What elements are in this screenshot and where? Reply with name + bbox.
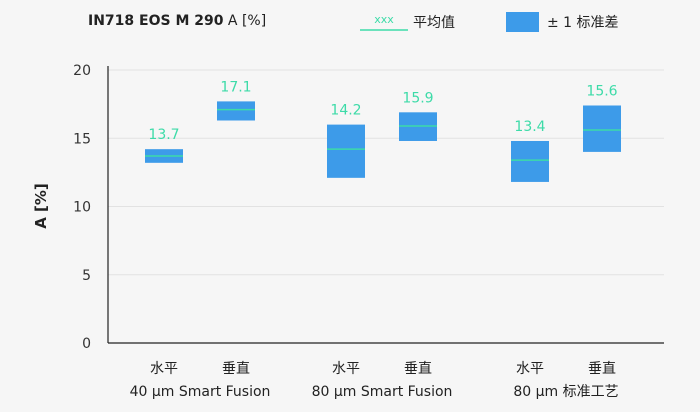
mean-value-label: 15.9 xyxy=(402,90,433,106)
x-category-label: 水平 xyxy=(516,361,544,377)
legend-sd-swatch xyxy=(506,12,539,32)
x-category-label: 垂直 xyxy=(588,360,616,377)
chart-title-bold: IN718 EOS M 290 xyxy=(88,13,224,29)
y-tick-label: 15 xyxy=(73,131,91,147)
x-category-label: 垂直 xyxy=(222,360,250,377)
x-category-label: 水平 xyxy=(150,361,178,377)
x-group-label: 40 µm Smart Fusion xyxy=(130,384,271,400)
legend-sd-label: ± 1 标准差 xyxy=(547,15,619,31)
mean-value-label: 15.6 xyxy=(586,83,617,99)
x-group-label: 80 µm Smart Fusion xyxy=(312,384,453,400)
legend: xxx 平均值 ± 1 标准差 xyxy=(360,12,619,32)
y-tick-label: 0 xyxy=(82,336,91,352)
mean-value-label: 13.4 xyxy=(514,119,545,135)
sd-box xyxy=(327,124,365,178)
y-tick-label: 5 xyxy=(82,268,91,284)
y-tick-label: 10 xyxy=(73,200,91,216)
x-group-label: 80 µm 标准工艺 xyxy=(513,384,618,400)
mean-value-label: 17.1 xyxy=(220,79,251,95)
axes: 0 5 10 15 20 xyxy=(73,63,664,352)
sd-box xyxy=(583,105,621,152)
x-category-label: 垂直 xyxy=(404,360,432,377)
grid xyxy=(108,69,664,344)
marks: 13.7 17.1 14.2 15.9 13.4 15.6 xyxy=(145,79,621,182)
sd-box xyxy=(511,140,549,182)
sd-box xyxy=(217,101,255,121)
mean-value-label: 13.7 xyxy=(148,127,179,143)
mean-value-label: 14.2 xyxy=(330,103,361,119)
category-labels: 水平 垂直 40 µm Smart Fusion 水平 垂直 80 µm Smart Fu… xyxy=(130,360,619,400)
legend-mean-sample: xxx xyxy=(374,13,394,26)
chart-title-unit: A [%] xyxy=(223,13,266,29)
x-category-label: 水平 xyxy=(332,361,360,377)
chart-title: IN718 EOS M 290 A [%] xyxy=(88,13,266,29)
y-axis-label: A [%] xyxy=(32,183,50,229)
y-tick-label: 20 xyxy=(73,63,91,79)
legend-mean-label: 平均值 xyxy=(413,15,455,31)
